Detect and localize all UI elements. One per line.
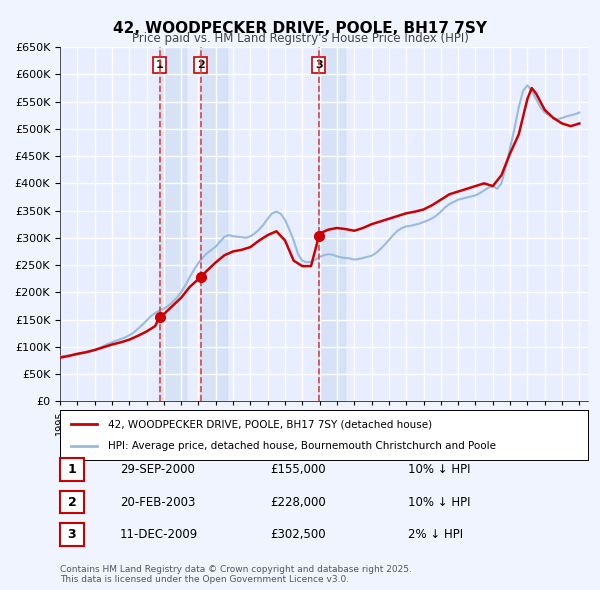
Text: 10% ↓ HPI: 10% ↓ HPI [408, 496, 470, 509]
Text: 1: 1 [68, 463, 76, 476]
Text: 3: 3 [315, 60, 323, 70]
Text: HPI: Average price, detached house, Bournemouth Christchurch and Poole: HPI: Average price, detached house, Bour… [107, 441, 496, 451]
Text: £302,500: £302,500 [270, 528, 326, 541]
Text: Price paid vs. HM Land Registry's House Price Index (HPI): Price paid vs. HM Land Registry's House … [131, 32, 469, 45]
Text: 42, WOODPECKER DRIVE, POOLE, BH17 7SY (detached house): 42, WOODPECKER DRIVE, POOLE, BH17 7SY (d… [107, 419, 431, 429]
Text: 29-SEP-2000: 29-SEP-2000 [120, 463, 195, 476]
Text: £155,000: £155,000 [270, 463, 326, 476]
Bar [319, 47, 345, 401]
Text: 3: 3 [68, 528, 76, 541]
Bar [200, 47, 227, 401]
Text: 2% ↓ HPI: 2% ↓ HPI [408, 528, 463, 541]
Text: 20-FEB-2003: 20-FEB-2003 [120, 496, 196, 509]
Text: 42, WOODPECKER DRIVE, POOLE, BH17 7SY: 42, WOODPECKER DRIVE, POOLE, BH17 7SY [113, 21, 487, 35]
Text: 11-DEC-2009: 11-DEC-2009 [120, 528, 198, 541]
Text: 1: 1 [155, 60, 163, 70]
Bar [159, 47, 185, 401]
Text: £228,000: £228,000 [270, 496, 326, 509]
Text: 10% ↓ HPI: 10% ↓ HPI [408, 463, 470, 476]
Text: 2: 2 [197, 60, 205, 70]
Text: Contains HM Land Registry data © Crown copyright and database right 2025.
This d: Contains HM Land Registry data © Crown c… [60, 565, 412, 584]
Text: 2: 2 [68, 496, 76, 509]
